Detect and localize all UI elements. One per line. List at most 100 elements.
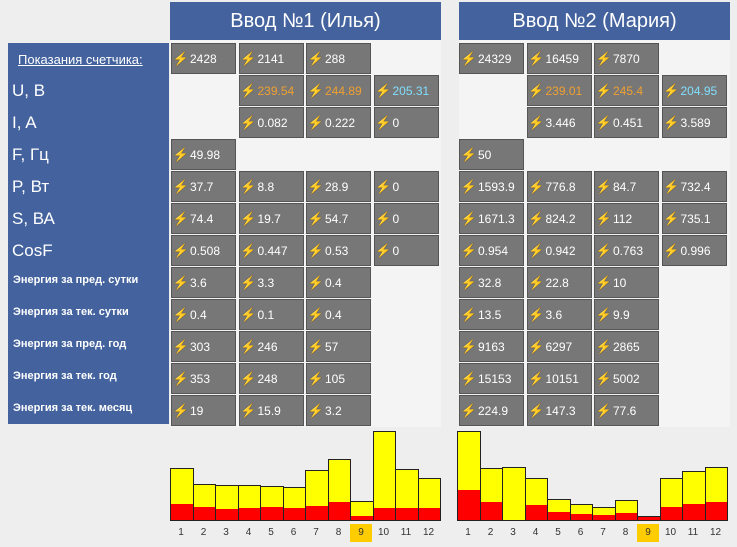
value-cell[interactable]: ⚡ 22.8 xyxy=(526,267,592,298)
value-cell[interactable]: ⚡ 0.954 xyxy=(459,235,524,266)
bar-month-3[interactable] xyxy=(502,467,526,521)
month-tick-label[interactable]: 12 xyxy=(709,527,722,538)
value-cell[interactable]: ⚡ 49.98 xyxy=(171,139,236,170)
bar-month-9[interactable] xyxy=(637,516,661,521)
month-tick-label[interactable]: 3 xyxy=(510,527,516,538)
value-cell[interactable]: ⚡ 3.6 xyxy=(171,267,236,298)
value-cell[interactable]: ⚡ 15153 xyxy=(459,363,524,394)
month-tick-label[interactable]: 2 xyxy=(200,527,207,538)
month-tick-label[interactable]: 3 xyxy=(223,527,229,538)
bar-month-1[interactable] xyxy=(170,468,194,521)
month-tick-label[interactable]: 11 xyxy=(687,527,699,538)
value-cell[interactable]: ⚡ 824.2 xyxy=(526,203,592,234)
month-tick-label[interactable]: 4 xyxy=(532,527,539,538)
value-cell[interactable]: ⚡ 0 xyxy=(373,235,439,266)
month-tick-label[interactable]: 11 xyxy=(400,527,412,538)
month-tick-label[interactable]: 9 xyxy=(637,524,659,542)
month-tick-label[interactable]: 5 xyxy=(555,527,561,538)
value-cell[interactable]: ⚡ 244.89 xyxy=(306,75,371,106)
month-tick-label[interactable]: 7 xyxy=(313,527,319,538)
value-cell[interactable]: ⚡ 1671.3 xyxy=(459,203,524,234)
value-cell[interactable]: ⚡ 24329 xyxy=(459,43,524,74)
value-cell[interactable]: ⚡ 353 xyxy=(171,363,236,394)
bar-month-11[interactable] xyxy=(682,471,706,521)
bar-month-5[interactable] xyxy=(547,499,571,521)
value-cell[interactable]: ⚡ 0.763 xyxy=(594,235,659,266)
value-cell[interactable]: ⚡ 288 xyxy=(306,43,371,74)
value-cell[interactable]: ⚡ 19.7 xyxy=(238,203,304,234)
value-cell[interactable]: ⚡ 8.8 xyxy=(238,171,304,202)
value-cell[interactable]: ⚡ 3.3 xyxy=(238,267,304,298)
value-cell[interactable]: ⚡ 19 xyxy=(171,395,236,426)
value-cell[interactable]: ⚡ 245.4 xyxy=(594,75,659,106)
value-cell[interactable]: ⚡ 0 xyxy=(373,107,439,138)
value-cell[interactable]: ⚡ 0.082 xyxy=(238,107,304,138)
value-cell[interactable]: ⚡ 204.95 xyxy=(661,75,727,106)
month-tick-label[interactable]: 2 xyxy=(487,527,494,538)
bar-month-4[interactable] xyxy=(524,478,548,521)
value-cell[interactable]: ⚡ 2428 xyxy=(171,43,236,74)
value-cell[interactable]: ⚡ 57 xyxy=(306,331,371,362)
value-cell[interactable]: ⚡ 0.4 xyxy=(306,299,371,330)
bar-month-10[interactable] xyxy=(372,431,396,521)
value-cell[interactable]: ⚡ 3.6 xyxy=(526,299,592,330)
month-tick-label[interactable]: 9 xyxy=(350,524,372,542)
value-cell[interactable]: ⚡ 2141 xyxy=(238,43,304,74)
value-cell[interactable]: ⚡ 16459 xyxy=(526,43,592,74)
value-cell[interactable]: ⚡ 2865 xyxy=(594,331,659,362)
value-cell[interactable]: ⚡ 10 xyxy=(594,267,659,298)
month-tick-label[interactable]: 10 xyxy=(664,527,677,538)
value-cell[interactable]: ⚡ 50 xyxy=(459,139,524,170)
value-cell[interactable]: ⚡ 105 xyxy=(306,363,371,394)
bar-month-7[interactable] xyxy=(592,507,616,521)
bar-month-4[interactable] xyxy=(237,485,261,521)
bar-month-5[interactable] xyxy=(260,486,284,521)
bar-month-2[interactable] xyxy=(192,484,216,521)
bar-month-9[interactable] xyxy=(350,501,374,521)
month-tick-label[interactable]: 5 xyxy=(268,527,274,538)
meter-readings-link[interactable]: Показания счетчика: xyxy=(18,51,143,67)
value-cell[interactable]: ⚡ 147.3 xyxy=(526,395,592,426)
value-cell[interactable]: ⚡ 13.5 xyxy=(459,299,524,330)
value-cell[interactable]: ⚡ 0.451 xyxy=(594,107,659,138)
value-cell[interactable]: ⚡ 0.4 xyxy=(171,299,236,330)
value-cell[interactable]: ⚡ 303 xyxy=(171,331,236,362)
value-cell[interactable]: ⚡ 776.8 xyxy=(526,171,592,202)
month-tick-label[interactable]: 10 xyxy=(377,527,390,538)
bar-month-12[interactable] xyxy=(704,467,728,521)
value-cell[interactable]: ⚡ 0.942 xyxy=(526,235,592,266)
month-tick-label[interactable]: 7 xyxy=(600,527,606,538)
value-cell[interactable]: ⚡ 5002 xyxy=(594,363,659,394)
value-cell[interactable]: ⚡ 3.2 xyxy=(306,395,371,426)
month-tick-label[interactable]: 1 xyxy=(465,527,471,538)
value-cell[interactable]: ⚡ 9163 xyxy=(459,331,524,362)
bar-month-7[interactable] xyxy=(305,470,329,521)
value-cell[interactable]: ⚡ 112 xyxy=(594,203,659,234)
value-cell[interactable]: ⚡ 248 xyxy=(238,363,304,394)
value-cell[interactable]: ⚡ 205.31 xyxy=(373,75,439,106)
value-cell[interactable]: ⚡ 3.589 xyxy=(661,107,727,138)
value-cell[interactable]: ⚡ 28.9 xyxy=(306,171,371,202)
month-tick-label[interactable]: 6 xyxy=(290,527,297,538)
value-cell[interactable]: ⚡ 3.446 xyxy=(526,107,592,138)
value-cell[interactable]: ⚡ 0.1 xyxy=(238,299,304,330)
value-cell[interactable]: ⚡ 246 xyxy=(238,331,304,362)
bar-month-3[interactable] xyxy=(215,485,239,521)
value-cell[interactable]: ⚡ 77.6 xyxy=(594,395,659,426)
value-cell[interactable]: ⚡ 0 xyxy=(373,203,439,234)
value-cell[interactable]: ⚡ 10151 xyxy=(526,363,592,394)
value-cell[interactable]: ⚡ 239.01 xyxy=(526,75,592,106)
value-cell[interactable]: ⚡ 9.9 xyxy=(594,299,659,330)
month-tick-label[interactable]: 4 xyxy=(245,527,252,538)
value-cell[interactable]: ⚡ 0.222 xyxy=(306,107,371,138)
value-cell[interactable]: ⚡ 0.508 xyxy=(171,235,236,266)
bar-month-6[interactable] xyxy=(282,487,306,521)
value-cell[interactable]: ⚡ 7870 xyxy=(594,43,659,74)
value-cell[interactable]: ⚡ 735.1 xyxy=(661,203,727,234)
value-cell[interactable]: ⚡ 54.7 xyxy=(306,203,371,234)
month-tick-label[interactable]: 6 xyxy=(577,527,584,538)
value-cell[interactable]: ⚡ 74.4 xyxy=(171,203,236,234)
value-cell[interactable]: ⚡ 0.4 xyxy=(306,267,371,298)
bar-month-1[interactable] xyxy=(457,431,481,521)
month-tick-label[interactable]: 8 xyxy=(335,527,342,538)
